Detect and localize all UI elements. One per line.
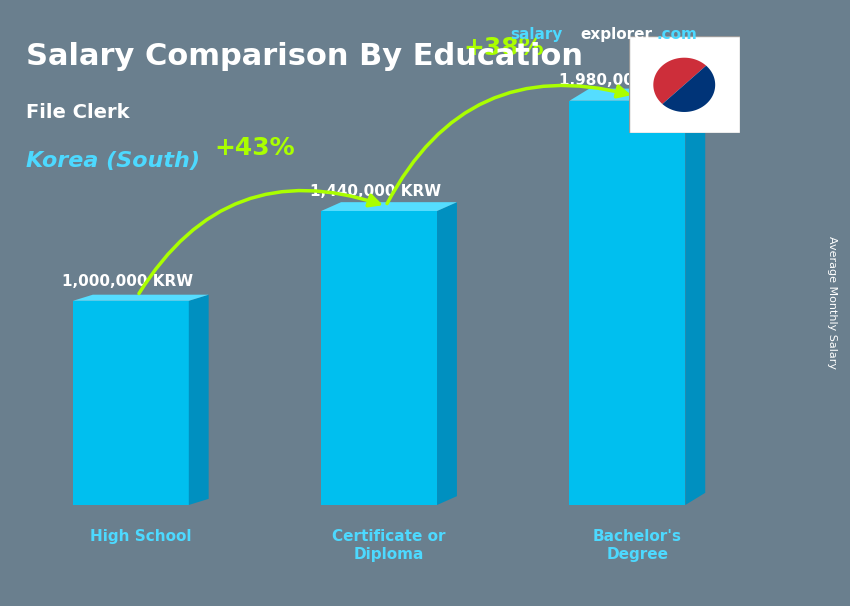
Polygon shape	[73, 295, 208, 301]
Polygon shape	[73, 301, 189, 505]
Text: 1,440,000 KRW: 1,440,000 KRW	[310, 184, 441, 199]
Polygon shape	[437, 202, 457, 505]
Polygon shape	[570, 88, 706, 101]
Polygon shape	[662, 65, 715, 112]
Text: 1,000,000 KRW: 1,000,000 KRW	[62, 273, 193, 288]
Text: +38%: +38%	[463, 36, 544, 60]
Polygon shape	[189, 295, 208, 505]
Polygon shape	[321, 202, 457, 211]
Text: .com: .com	[656, 27, 697, 42]
Text: salary: salary	[510, 27, 563, 42]
FancyArrowPatch shape	[139, 190, 379, 293]
Text: explorer: explorer	[581, 27, 653, 42]
Text: Salary Comparison By Education: Salary Comparison By Education	[26, 42, 582, 72]
Text: Average Monthly Salary: Average Monthly Salary	[827, 236, 837, 370]
Circle shape	[654, 58, 715, 112]
Polygon shape	[685, 88, 706, 505]
FancyArrowPatch shape	[387, 85, 627, 204]
Text: Korea (South): Korea (South)	[26, 152, 200, 171]
Text: High School: High School	[90, 530, 191, 544]
Polygon shape	[321, 211, 437, 505]
Text: +43%: +43%	[215, 136, 295, 160]
Text: Certificate or
Diploma: Certificate or Diploma	[332, 530, 446, 562]
Text: File Clerk: File Clerk	[26, 103, 129, 122]
Text: Bachelor's
Degree: Bachelor's Degree	[592, 530, 682, 562]
Polygon shape	[654, 58, 706, 104]
Text: 1,980,000 KRW: 1,980,000 KRW	[558, 73, 689, 88]
Polygon shape	[570, 101, 685, 505]
